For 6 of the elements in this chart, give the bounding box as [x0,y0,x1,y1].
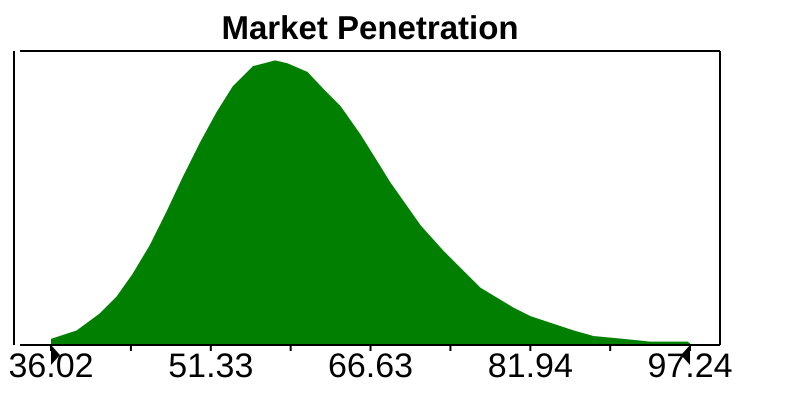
x-tick-label: 97.24 [647,347,733,386]
x-tick-label: 81.94 [488,347,573,386]
x-tick-label: 36.02 [8,347,94,386]
chart-title: Market Penetration [220,8,520,48]
x-tick-label: 66.63 [328,347,414,386]
x-tick-label: 51.33 [168,347,254,386]
